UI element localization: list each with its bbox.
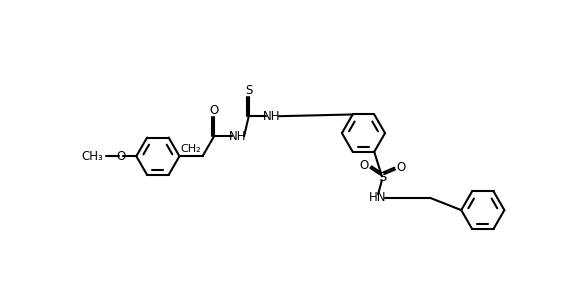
Text: O: O [209,104,219,117]
Text: O: O [116,150,125,163]
Text: O: O [360,159,369,172]
Text: S: S [379,171,387,184]
Text: CH₂: CH₂ [180,144,202,154]
Text: HN: HN [369,192,387,204]
Text: O: O [397,161,406,174]
Text: NH: NH [263,110,281,123]
Text: CH₃: CH₃ [81,150,103,163]
Text: S: S [245,84,253,97]
Text: NH: NH [229,130,246,143]
